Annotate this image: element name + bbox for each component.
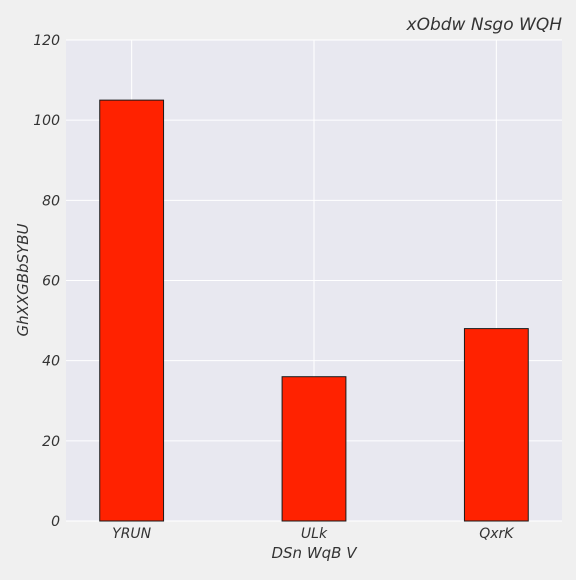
y-axis-label: GhXXGBbSYBU: [14, 223, 32, 336]
x-tick-label: QxrK: [479, 526, 515, 542]
y-tick-labels: 0 20 40 60 80 100 120: [33, 33, 60, 530]
y-tick-label: 0: [51, 514, 60, 530]
x-tick-label: YRUN: [112, 526, 152, 542]
y-tick-label: 20: [42, 434, 60, 450]
x-tick-label: ULk: [301, 526, 328, 542]
x-tick-labels: YRUN ULk QxrK: [112, 526, 515, 542]
y-tick-label: 80: [42, 193, 60, 209]
chart-title: xObdw Nsgo WQH: [406, 15, 563, 35]
bar-QxrK: [463, 328, 529, 522]
x-axis-label: DSn WqB V: [271, 544, 358, 562]
y-tick-label: 60: [42, 274, 60, 290]
bar-ULk: [281, 376, 347, 522]
y-tick-label: 40: [42, 354, 60, 370]
y-tick-label: 100: [33, 113, 60, 129]
bar-YRUN: [99, 99, 165, 522]
bars: [99, 99, 529, 522]
y-tick-label: 120: [33, 33, 60, 49]
